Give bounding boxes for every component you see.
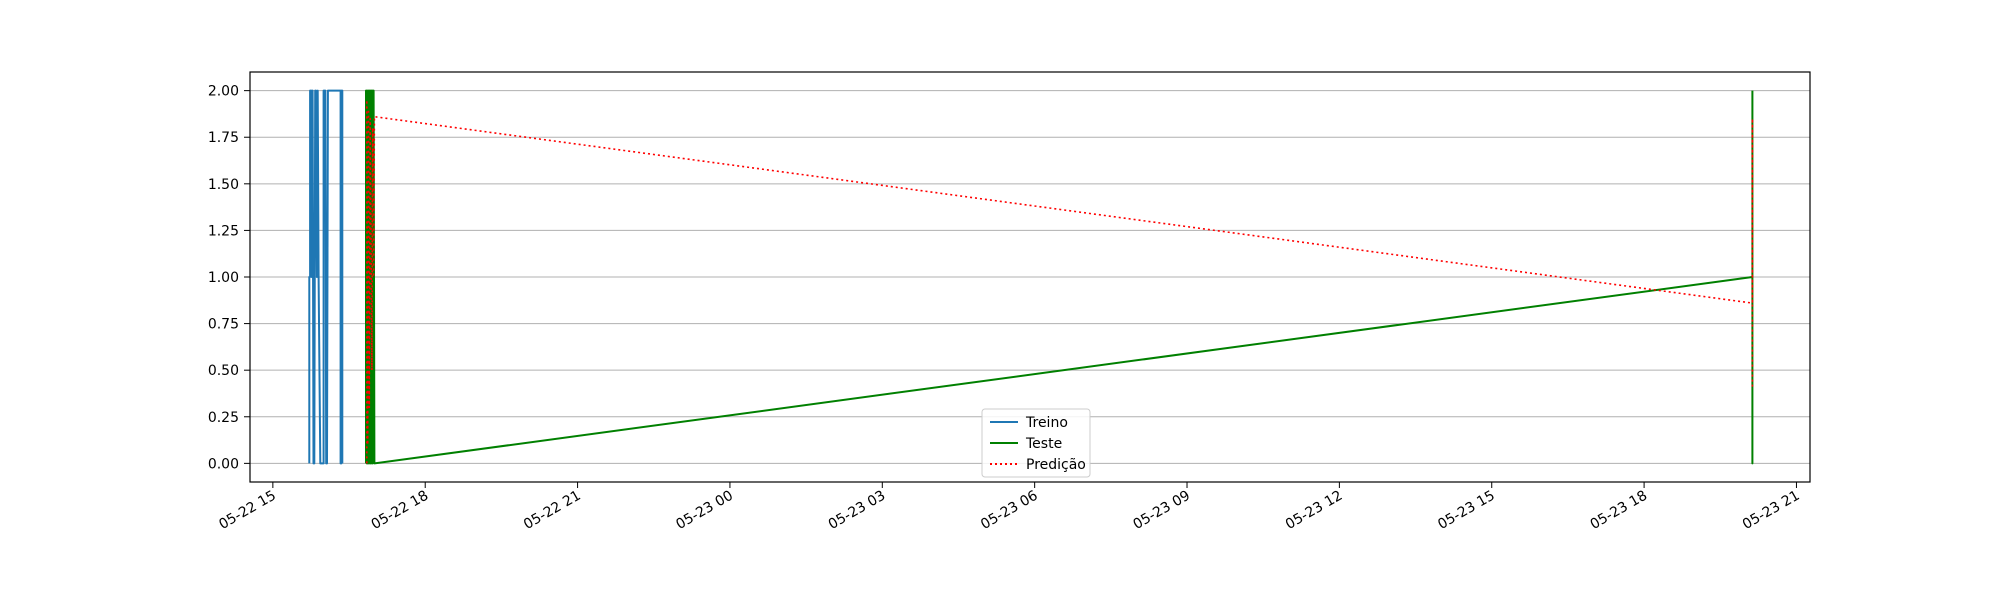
y-tick-label: 0.25 bbox=[208, 410, 239, 426]
plot-series bbox=[308, 89, 1754, 465]
series-line-treino bbox=[308, 89, 344, 465]
legend-label: Teste bbox=[1025, 436, 1062, 452]
y-tick-label: 1.50 bbox=[208, 177, 239, 193]
y-tick-label: 1.00 bbox=[208, 270, 239, 286]
y-tick-label: 0.00 bbox=[208, 456, 239, 472]
y-tick-label: 0.50 bbox=[208, 363, 239, 379]
legend-box bbox=[981, 408, 1091, 478]
y-tick-label: 0.75 bbox=[208, 317, 239, 333]
legend-label: Predição bbox=[1026, 457, 1086, 473]
legend-label: Treino bbox=[1025, 415, 1068, 431]
y-tick-label: 1.25 bbox=[208, 223, 239, 239]
legend: Treino Teste Predição bbox=[981, 408, 1091, 478]
y-tick-label: 2.00 bbox=[208, 84, 239, 100]
y-tick-label: 1.75 bbox=[208, 130, 239, 146]
y-axis: 0.00 0.25 0.50 0.75 1.00 1.25 1.50 1.75 2.00 bbox=[208, 84, 250, 472]
